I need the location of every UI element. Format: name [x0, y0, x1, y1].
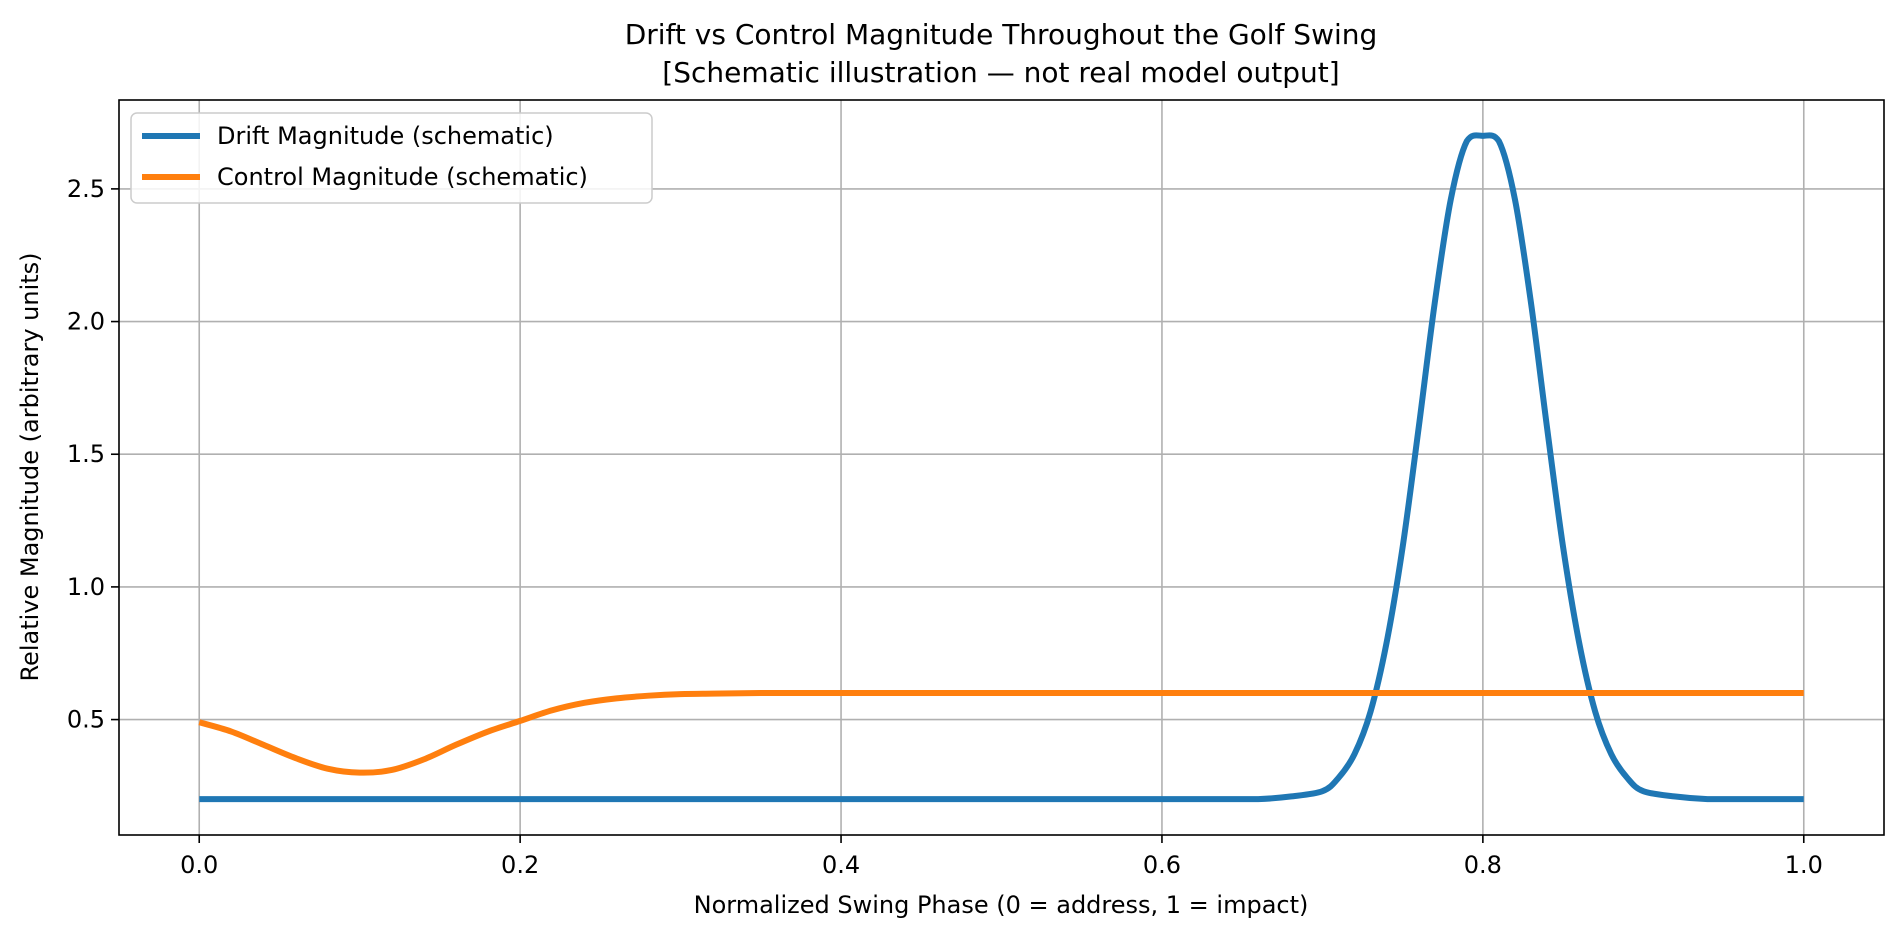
plot-frame [118, 99, 1885, 836]
series-line-control [198, 690, 1804, 776]
y-tick-label: 0.5 [67, 706, 105, 734]
chart-subtitle: [Schematic illustration — not real model… [662, 56, 1339, 89]
series-line-drift [199, 132, 1804, 803]
x-tick-label: 0.6 [1143, 851, 1181, 879]
legend: Drift Magnitude (schematic) Control Magn… [130, 112, 653, 204]
x-tick-label: 0.4 [822, 851, 860, 879]
x-axis-label: Normalized Swing Phase (0 = address, 1 =… [694, 891, 1309, 919]
legend-box [130, 112, 653, 204]
x-tick-label: 0.0 [180, 851, 218, 879]
legend-label-control: Control Magnitude (schematic) [217, 163, 588, 191]
legend-label-drift: Drift Magnitude (schematic) [217, 122, 554, 150]
plot-series [198, 132, 1804, 803]
x-tick-label: 0.8 [1464, 851, 1502, 879]
chart-title: Drift vs Control Magnitude Throughout th… [625, 18, 1378, 51]
y-axis-label: Relative Magnitude (arbitrary units) [16, 252, 44, 681]
y-tick-label: 2.0 [67, 308, 105, 336]
axis-ticks: 0.0 0.2 0.4 0.6 0.8 1.0 0.5 1.0 1.5 2.0 2.5 [67, 175, 1823, 879]
y-tick-label: 1.0 [67, 573, 105, 601]
y-tick-label: 2.5 [67, 175, 105, 203]
x-tick-label: 0.2 [501, 851, 539, 879]
x-tick-label: 1.0 [1785, 851, 1823, 879]
y-tick-label: 1.5 [67, 440, 105, 468]
